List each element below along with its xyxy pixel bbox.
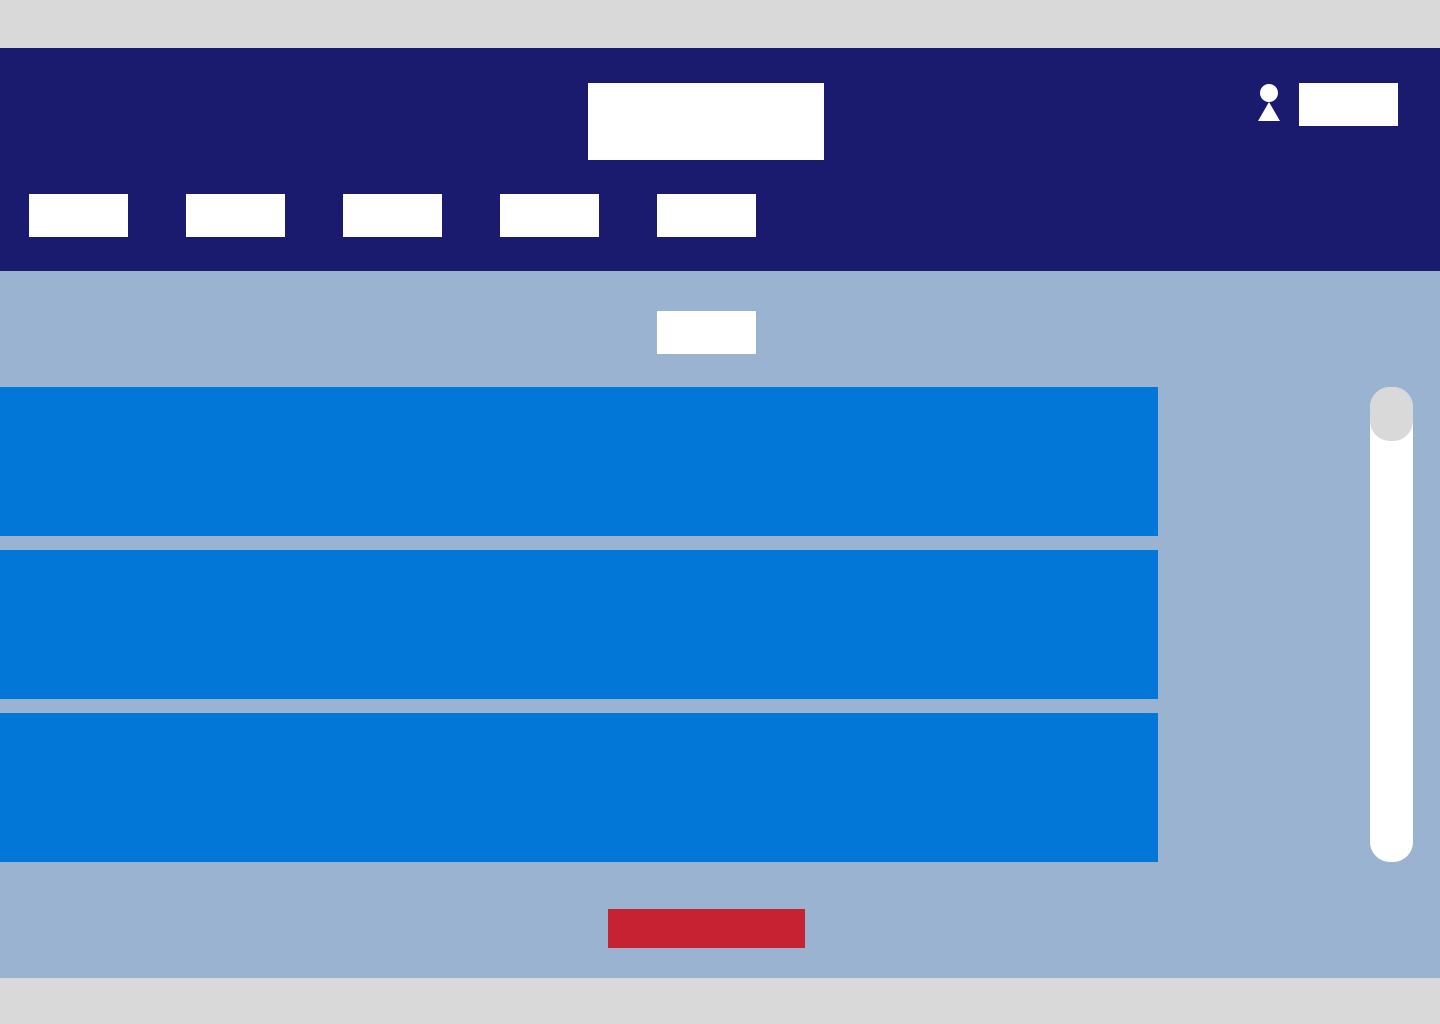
list-card-label [0, 387, 1, 388]
logo [588, 83, 824, 160]
nav-item-4[interactable] [500, 194, 599, 237]
user-name-text [1299, 83, 1300, 84]
scrollbar-track[interactable] [1370, 387, 1413, 862]
nav-item-1[interactable] [29, 194, 128, 237]
nav-item-label [657, 194, 658, 195]
content-area [0, 271, 1440, 978]
list-card-2[interactable] [0, 550, 1158, 699]
user-name[interactable] [1299, 83, 1398, 126]
nav-item-label [29, 194, 30, 195]
danger-action-button[interactable] [608, 909, 805, 948]
nav-item-2[interactable] [186, 194, 285, 237]
list-card-label [0, 550, 1, 551]
nav-item-label [186, 194, 187, 195]
nav-item-5[interactable] [657, 194, 756, 237]
section-title [657, 311, 756, 354]
header-bar [0, 48, 1440, 271]
logo-text [588, 83, 589, 84]
list-card-3[interactable] [0, 713, 1158, 862]
nav-item-3[interactable] [343, 194, 442, 237]
list-card-label [0, 713, 1, 714]
app-window [0, 48, 1440, 978]
list-card-1[interactable] [0, 387, 1158, 536]
scrollbar-thumb[interactable] [1370, 387, 1413, 441]
nav-item-label [343, 194, 344, 195]
user-icon[interactable] [1256, 82, 1282, 124]
danger-action-label [608, 909, 609, 910]
section-title-text [657, 311, 658, 312]
nav-item-label [500, 194, 501, 195]
